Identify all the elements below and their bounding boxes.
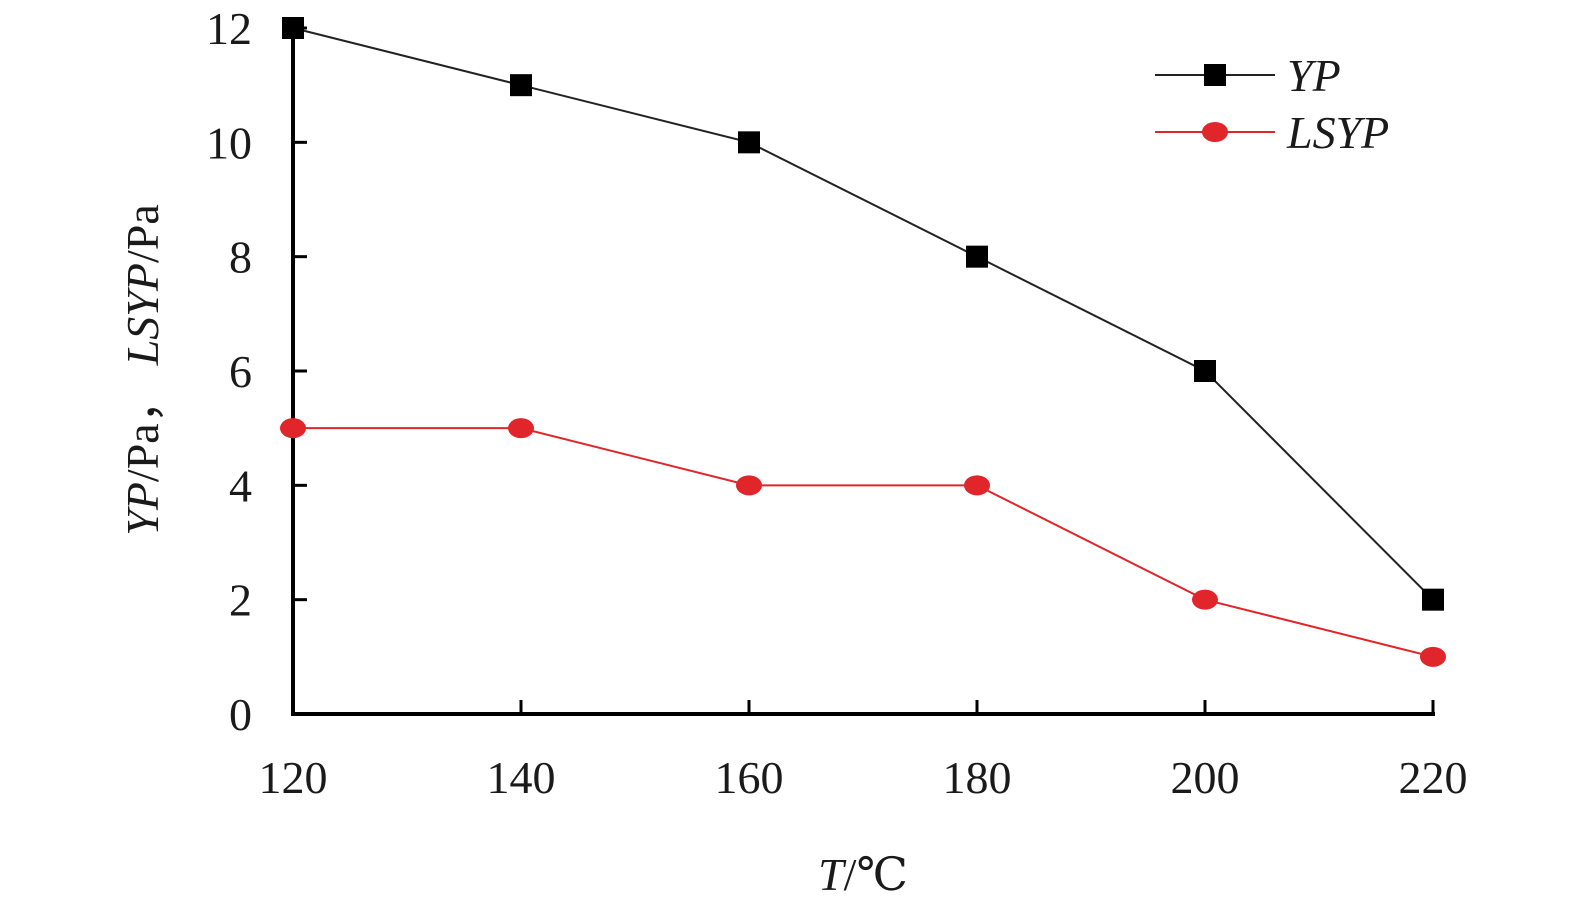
x-tick-label: 120 <box>259 752 328 803</box>
legend-marker-lsyp <box>1202 122 1228 142</box>
y-tick-label: 0 <box>229 689 252 740</box>
y-tick-label: 10 <box>206 117 252 168</box>
series-line-lsyp <box>293 427 1434 658</box>
point-lsyp <box>1192 589 1218 610</box>
x-tick-label: 160 <box>715 752 784 803</box>
point-lsyp <box>280 418 306 439</box>
x-tick-label: 220 <box>1399 752 1468 803</box>
point-lsyp <box>964 475 990 496</box>
y-tick-label: 8 <box>229 232 252 283</box>
legend-marker-yp <box>1204 64 1226 86</box>
series-layer <box>280 17 1446 667</box>
axes: 120 140 160 180 200 220 0 2 4 6 8 10 12 <box>206 3 1468 803</box>
series-line-yp <box>292 27 1434 601</box>
x-tick-label: 140 <box>487 752 556 803</box>
point-lsyp <box>508 418 534 439</box>
x-tick-label: 180 <box>943 752 1012 803</box>
point-yp <box>966 245 988 268</box>
y-tick-label: 4 <box>229 460 252 511</box>
point-yp <box>510 74 532 97</box>
legend-label-yp: YP <box>1287 50 1341 101</box>
point-yp <box>738 131 760 154</box>
point-lsyp <box>736 475 762 496</box>
point-lsyp <box>1420 646 1446 667</box>
point-yp <box>1194 360 1216 382</box>
point-yp <box>282 17 304 39</box>
x-tick-label: 200 <box>1171 752 1240 803</box>
y-tick-label: 6 <box>229 346 252 397</box>
legend: YP LSYP <box>1155 50 1389 158</box>
point-yp <box>1422 588 1444 611</box>
x-axis-title: T/℃ <box>818 849 908 900</box>
y-axis-title: YP/Pa，LSYP/Pa <box>117 204 168 536</box>
y-tick-label: 2 <box>229 575 252 626</box>
legend-label-lsyp: LSYP <box>1286 107 1389 158</box>
y-tick-label: 12 <box>206 3 252 54</box>
